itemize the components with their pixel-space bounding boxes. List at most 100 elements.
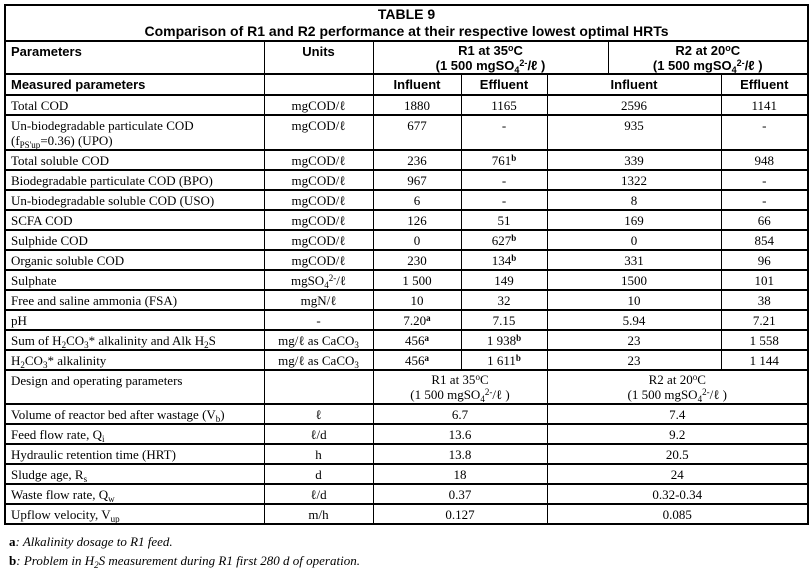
param-label: Un-biodegradable soluble COD (USO) [4,189,265,211]
value-cell: 20.5 [546,443,809,465]
table-caption: Comparison of R1 and R2 performance at t… [144,23,669,39]
value-cell: 1880 [372,94,462,116]
value-cell: 101 [720,269,809,291]
value-cell: 1165 [460,94,548,116]
value-cell: 51 [460,209,548,231]
measured-row: Un-biodegradable particulate COD (fPS'up=… [4,114,809,151]
value-cell: 1141 [720,94,809,116]
footnote-separator: : [16,553,24,568]
units-cell: mgCOD/ℓ [263,209,374,231]
measured-row: Total soluble COD mgCOD/ℓ 236 761b 339 9… [4,149,809,171]
value-cell: 0 [546,229,722,251]
table-title-cell: TABLE 9 Comparison of R1 and R2 performa… [4,4,809,42]
value-cell: 854 [720,229,809,251]
value-cell: 0 [372,229,462,251]
value-cell: 10 [372,289,462,311]
column-header-row: Parameters Units R1 at 35oC (1 500 mgSO42… [4,40,809,75]
col-header-units: Units [263,40,374,75]
measured-row: Sulphate mgSO42-/ℓ 1 500 149 1500 101 [4,269,809,291]
param-label: Un-biodegradable particulate COD (fPS'up=… [4,114,265,151]
value-cell: 230 [372,249,462,271]
measured-row: SCFA COD mgCOD/ℓ 126 51 169 66 [4,209,809,231]
value-cell: 13.6 [372,423,548,445]
units-cell: mgCOD/ℓ [263,189,374,211]
measured-row: pH - 7.20a 7.15 5.94 7.21 [4,309,809,331]
param-label: Sulphate [4,269,265,291]
units-cell: mgCOD/ℓ [263,169,374,191]
col-header-r1-effluent: Effluent [460,73,548,96]
value-cell: 134b [460,249,548,271]
param-label: H2CO3* alkalinity [4,349,265,371]
units-cell: mgCOD/ℓ [263,229,374,251]
value-cell: 0.32-0.34 [546,483,809,505]
units-cell: ℓ/d [263,423,374,445]
design-row: Hydraulic retention time (HRT) h 13.8 20… [4,443,809,465]
param-label: SCFA COD [4,209,265,231]
footnote-separator: : [15,534,23,549]
param-label: Organic soluble COD [4,249,265,271]
value-cell: 967 [372,169,462,191]
param-label: Feed flow rate, Qi [4,423,265,445]
value-cell: 331 [546,249,722,271]
param-label: Biodegradable particulate COD (BPO) [4,169,265,191]
value-cell: 761b [460,149,548,171]
value-cell: 236 [372,149,462,171]
value-cell: 10 [546,289,722,311]
units-cell: mg/ℓ as CaCO3 [263,329,374,351]
value-cell: 2596 [546,94,722,116]
value-cell: 32 [460,289,548,311]
value-cell: 24 [546,463,809,485]
value-cell: 456a [372,329,462,351]
value-cell: 7.4 [546,403,809,425]
measured-row: Sulphide COD mgCOD/ℓ 0 627b 0 854 [4,229,809,251]
param-label: Free and saline ammonia (FSA) [4,289,265,311]
param-label: Volume of reactor bed after wastage (Vb) [4,403,265,425]
units-cell: mgCOD/ℓ [263,149,374,171]
value-cell: 1 611b [460,349,548,371]
value-cell: 38 [720,289,809,311]
design-row: Waste flow rate, Qw ℓ/d 0.37 0.32-0.34 [4,483,809,505]
value-cell: 6.7 [372,403,548,425]
units-cell: mgN/ℓ [263,289,374,311]
footnote-marker: a [9,534,16,549]
value-cell: 66 [720,209,809,231]
param-label: pH [4,309,265,331]
footnote-marker: b [9,553,17,568]
value-cell: 7.21 [720,309,809,331]
table-number: TABLE 9 [377,6,436,22]
col-header-r2-influent: Influent [546,73,722,96]
empty-units-cell [263,73,374,96]
section-measured-label: Measured parameters [4,73,265,96]
value-cell: 627b [460,229,548,251]
units-cell: mgCOD/ℓ [263,249,374,271]
value-cell: 7.20a [372,309,462,331]
measured-row: Sum of H2CO3* alkalinity and Alk H2S mg/… [4,329,809,351]
footnotes: a: Alkalinity dosage to R1 feed. b: Prob… [9,532,812,570]
design-row: Volume of reactor bed after wastage (Vb)… [4,403,809,425]
value-cell: 23 [546,349,722,371]
footnote-a: a: Alkalinity dosage to R1 feed. [9,532,812,551]
value-cell: - [460,114,548,151]
value-cell: 23 [546,329,722,351]
value-cell: - [720,189,809,211]
col-header-r2-effluent: Effluent [720,73,809,96]
value-cell: 169 [546,209,722,231]
value-cell: 96 [720,249,809,271]
empty-units-cell [263,369,374,405]
measured-row: Organic soluble COD mgCOD/ℓ 230 134b 331… [4,249,809,271]
measured-row: H2CO3* alkalinity mg/ℓ as CaCO3 456a 1 6… [4,349,809,371]
value-cell: 0.127 [372,503,548,525]
units-cell: mg/ℓ as CaCO3 [263,349,374,371]
units-cell: d [263,463,374,485]
design-header-r1: R1 at 35oC (1 500 mgSO42-/ℓ ) [372,369,548,405]
value-cell: 1 558 [720,329,809,351]
table-title-row: TABLE 9 Comparison of R1 and R2 performa… [4,4,809,42]
design-row: Sludge age, Rs d 18 24 [4,463,809,485]
col-header-r1-influent: Influent [372,73,462,96]
units-cell: mgCOD/ℓ [263,94,374,116]
value-cell: 9.2 [546,423,809,445]
value-cell: 339 [546,149,722,171]
col-header-r2: R2 at 20oC (1 500 mgSO42-/ℓ ) [607,40,809,75]
measured-row: Free and saline ammonia (FSA) mgN/ℓ 10 3… [4,289,809,311]
param-label: Hydraulic retention time (HRT) [4,443,265,465]
